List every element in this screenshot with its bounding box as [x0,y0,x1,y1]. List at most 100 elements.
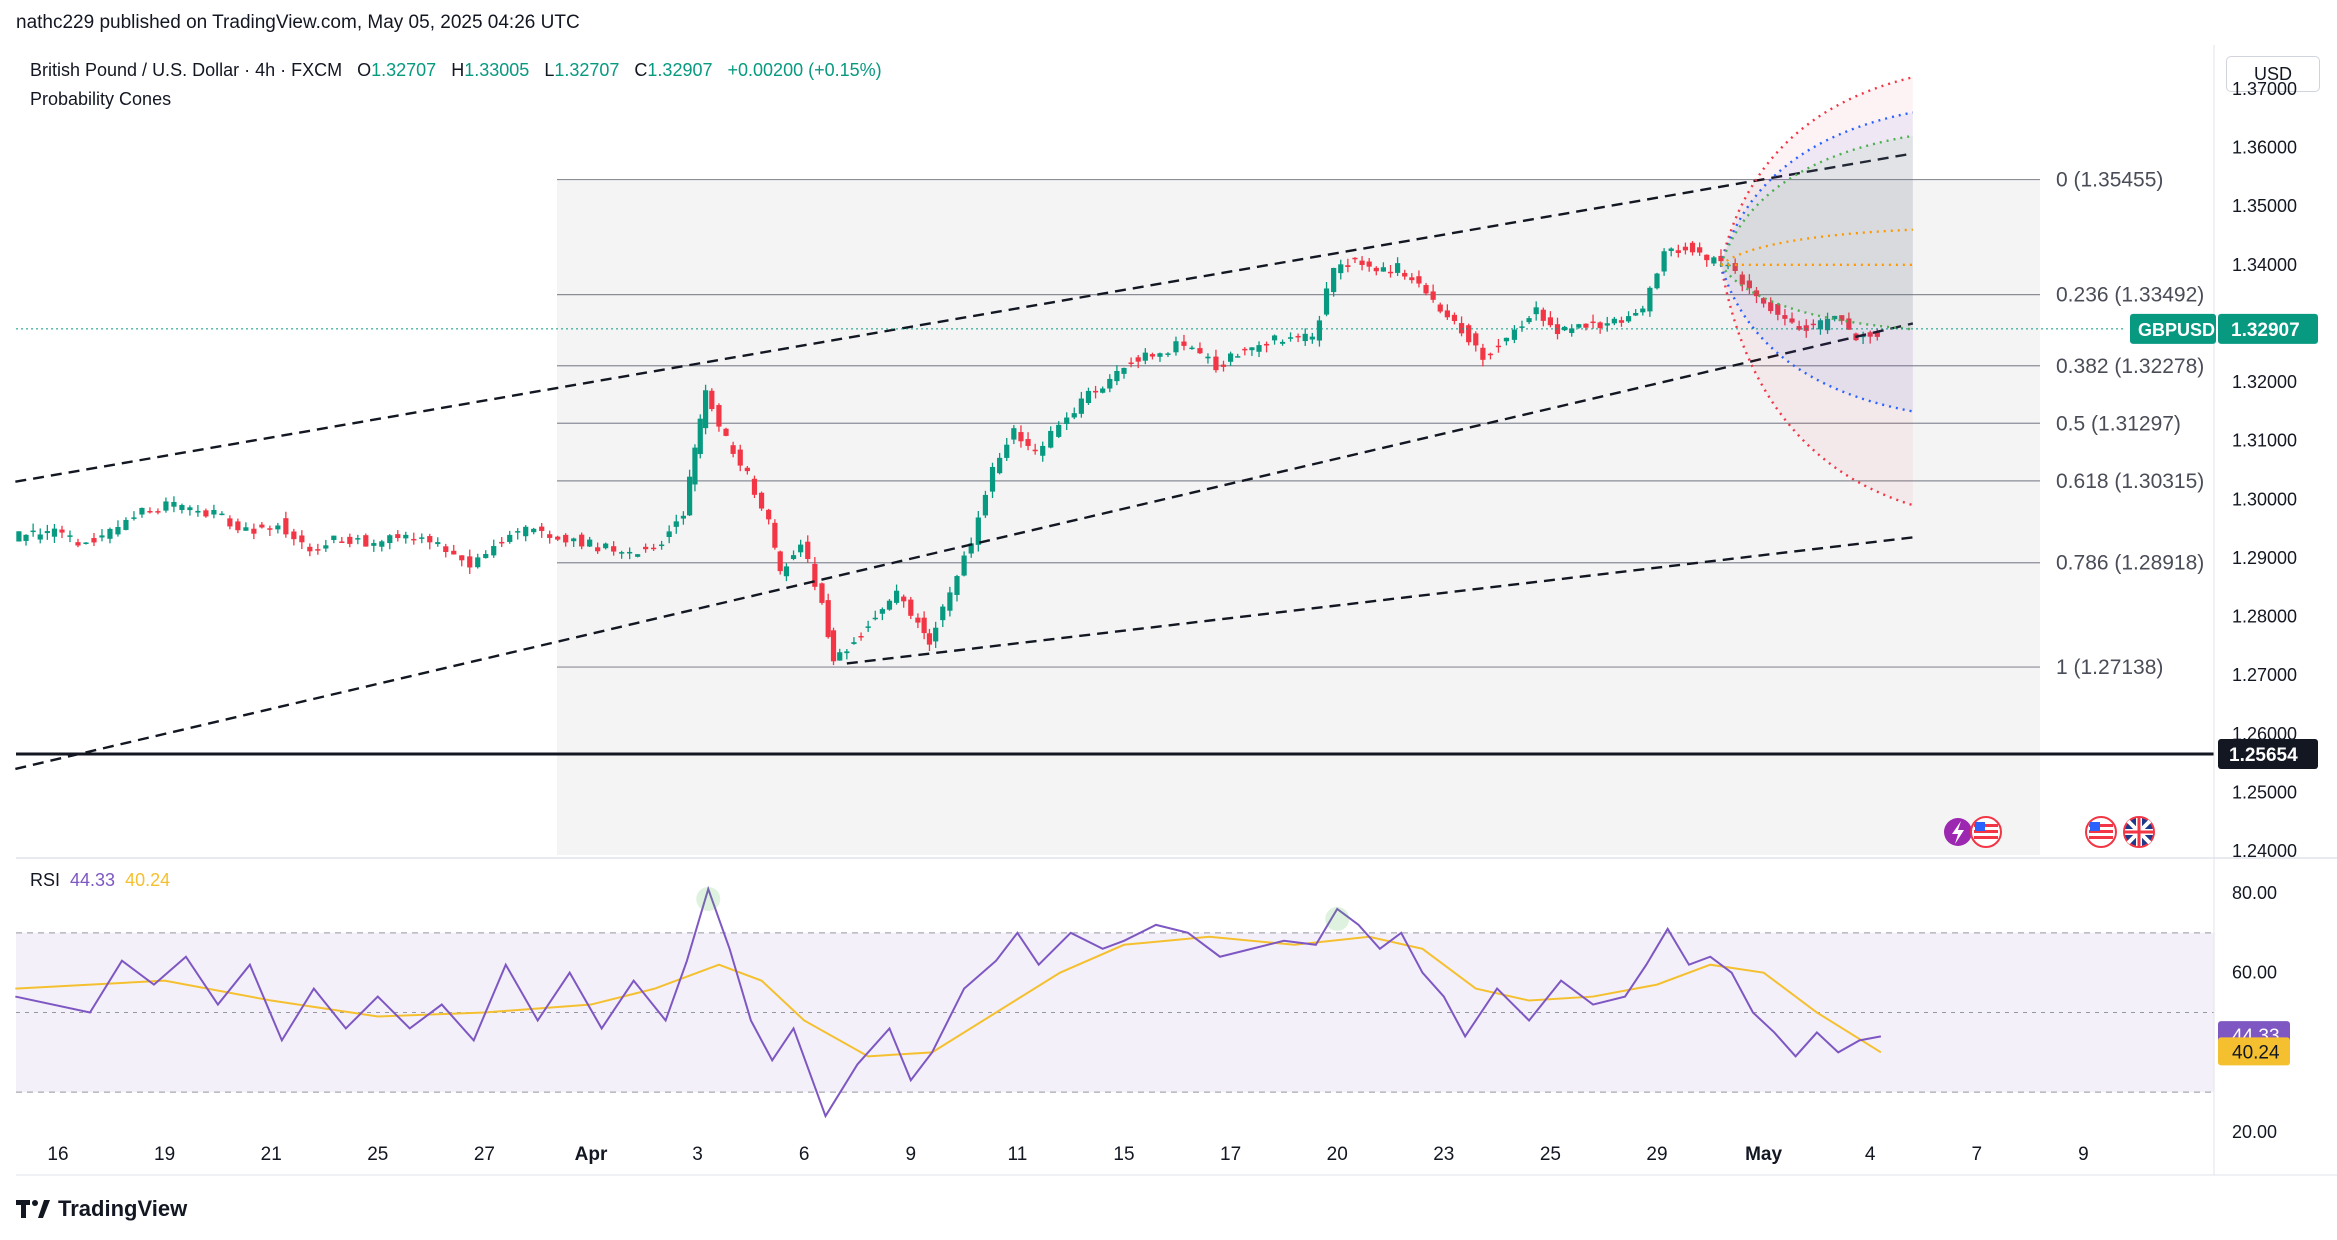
candle-body[interactable] [1803,325,1809,331]
candle-body[interactable] [666,531,672,537]
candle-body[interactable] [643,546,649,550]
candle-body[interactable] [587,539,593,547]
candle-body[interactable] [1718,255,1724,262]
candle-body[interactable] [1271,335,1278,341]
candle-body[interactable] [1316,320,1323,341]
candle-body[interactable] [395,534,401,539]
candle-body[interactable] [1480,347,1486,360]
candle-body[interactable] [1682,246,1689,251]
candle-body[interactable] [933,627,939,642]
candle-body[interactable] [1437,304,1443,312]
candle-body[interactable] [1064,417,1070,424]
rsi-line[interactable] [15,885,1882,1119]
candle-body[interactable] [323,545,329,549]
candle-body[interactable] [155,511,161,513]
candle-body[interactable] [697,418,703,455]
candle-body[interactable] [627,551,633,554]
candle-body[interactable] [1867,332,1873,337]
candle-body[interactable] [563,534,569,543]
candle-body[interactable] [730,445,736,454]
candle-body[interactable] [1654,273,1660,289]
candle-body[interactable] [1775,304,1781,315]
candle-body[interactable] [251,528,257,534]
candle-body[interactable] [1220,364,1227,367]
candle-body[interactable] [515,531,521,533]
candle-body[interactable] [539,526,545,531]
candle-body[interactable] [37,534,43,540]
candle-body[interactable] [1114,370,1120,382]
cone-lower-line[interactable] [1719,264,1914,507]
candle-body[interactable] [107,528,113,539]
uk-flag-icon[interactable] [2123,816,2155,848]
candle-body[interactable] [187,507,193,511]
candle-body[interactable] [921,617,927,634]
candle-body[interactable] [825,600,831,638]
candle-body[interactable] [886,600,893,610]
candle-body[interactable] [1473,333,1479,346]
candle-body[interactable] [1846,318,1852,330]
candle-body[interactable] [1387,271,1394,274]
candle-body[interactable] [1256,345,1262,352]
candle-body[interactable] [1107,378,1113,389]
candle-body[interactable] [355,538,361,540]
candle-body[interactable] [1732,263,1738,271]
candle-body[interactable] [1373,267,1379,272]
candle-body[interactable] [1380,267,1386,272]
candle-body[interactable] [1025,439,1031,446]
candle-body[interactable] [1040,445,1046,456]
candle-body[interactable] [1032,449,1038,452]
candle-body[interactable] [1796,326,1802,330]
symbol-description[interactable]: British Pound / U.S. Dollar · 4h · FXCM [30,60,343,80]
candle-body[interactable] [1768,302,1774,312]
candle-body[interactable] [1071,413,1077,418]
candle-body[interactable] [975,517,981,545]
candle-body[interactable] [483,553,489,559]
candle-body[interactable] [901,596,907,602]
candle-body[interactable] [299,535,305,543]
tradingview-logo[interactable]: TradingView [16,1196,187,1222]
candle-body[interactable] [940,606,946,621]
candle-body[interactable] [1611,318,1617,324]
candle-body[interactable] [1228,353,1234,362]
candle-body[interactable] [989,466,996,492]
candle-body[interactable] [491,546,497,556]
candle-body[interactable] [954,576,960,595]
candle-body[interactable] [347,536,353,544]
candle-body[interactable] [83,542,89,544]
candle-body[interactable] [227,518,233,527]
candle-body[interactable] [709,390,715,410]
indicator-legend[interactable]: Probability Cones [30,89,172,109]
candle-body[interactable] [371,543,377,546]
candle-body[interactable] [926,633,933,645]
candle-body[interactable] [1753,290,1760,297]
candle-body[interactable] [1149,354,1156,357]
candle-body[interactable] [758,492,765,509]
candle-body[interactable] [131,517,137,519]
candle-body[interactable] [411,538,417,541]
candle-body[interactable] [171,501,177,507]
candle-body[interactable] [790,555,797,559]
candle-body[interactable] [1056,424,1062,437]
candle-body[interactable] [1451,314,1458,321]
candle-body[interactable] [1569,328,1575,334]
candle-body[interactable] [783,566,790,577]
candle-body[interactable] [915,617,921,623]
candle-body[interactable] [1697,247,1703,253]
candle-body[interactable] [1604,323,1610,326]
candle-body[interactable] [1466,325,1472,343]
candle-body[interactable] [798,544,804,553]
candle-body[interactable] [475,557,481,568]
candle-body[interactable] [1345,265,1351,267]
candle-body[interactable] [1205,356,1211,359]
candle-body[interactable] [139,507,145,515]
candle-body[interactable] [1458,323,1465,334]
candle-body[interactable] [1197,348,1203,354]
candle-body[interactable] [1142,352,1148,361]
candle-body[interactable] [1704,254,1710,261]
candle-body[interactable] [1711,257,1717,264]
candle-body[interactable] [1395,263,1401,273]
candle-body[interactable] [1402,272,1408,277]
candle-body[interactable] [1263,343,1270,346]
rsi-ma-line[interactable] [15,935,1882,1058]
candle-body[interactable] [1302,333,1308,342]
